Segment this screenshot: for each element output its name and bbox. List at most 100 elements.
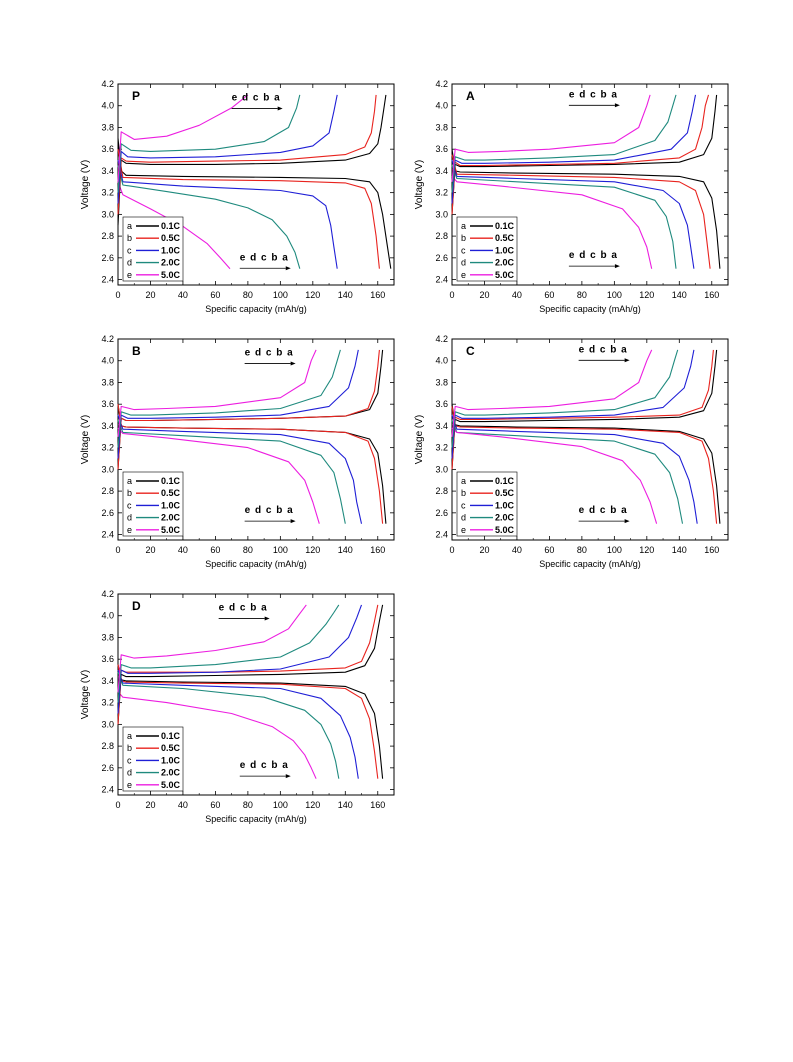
legend-rate: 5.0C — [161, 780, 181, 790]
charge-curve-d — [117, 604, 340, 703]
charge-curve-b — [117, 604, 379, 725]
legend-box — [456, 216, 518, 282]
charge-curve-e — [117, 349, 317, 437]
y-tick-label: 2.6 — [101, 253, 114, 263]
x-tick-label: 80 — [243, 545, 253, 555]
y-tick-label: 2.8 — [435, 231, 448, 241]
legend-rate: 5.0C — [495, 270, 515, 280]
x-tick-label: 100 — [273, 800, 288, 810]
legend-rate: 0.1C — [495, 476, 515, 486]
x-axis-label: Specific capacity (mAh/g) — [539, 559, 641, 569]
legend-letter: c — [461, 500, 466, 510]
charge-curve-d — [451, 94, 677, 193]
x-tick-label: 80 — [577, 290, 587, 300]
y-tick-label: 3.0 — [435, 209, 448, 219]
legend-letter: a — [461, 476, 466, 486]
x-tick-label: 60 — [544, 545, 554, 555]
x-tick-label: 140 — [338, 800, 353, 810]
discharge-curve-d — [451, 165, 677, 269]
x-tick-label: 40 — [178, 290, 188, 300]
legend-letter: e — [461, 525, 466, 535]
legend-letter: a — [127, 731, 132, 741]
y-tick-label: 2.6 — [435, 253, 448, 263]
y-tick-label: 2.8 — [435, 486, 448, 496]
legend-letter: b — [461, 233, 466, 243]
discharge-curve-c — [451, 414, 698, 524]
y-tick-label: 3.2 — [101, 698, 114, 708]
legend-rate: 1.0C — [161, 245, 181, 255]
legend-rate: 0.1C — [161, 476, 181, 486]
x-tick-label: 160 — [370, 800, 385, 810]
arrow-head — [290, 361, 296, 366]
legend-rate: 5.0C — [495, 525, 515, 535]
y-tick-label: 3.2 — [101, 443, 114, 453]
y-tick-label: 3.0 — [101, 464, 114, 474]
panel-P: 0 20 40 60 80 100 120 140 160 2.4 2.6 2.8 3.0 3.2 3.4 3… — [80, 79, 395, 314]
y-axis-label: Voltage (V) — [414, 160, 425, 209]
charge-curve-a — [117, 604, 384, 725]
x-tick-label: 160 — [370, 290, 385, 300]
legend-letter: d — [127, 258, 132, 268]
x-tick-label: 140 — [672, 545, 687, 555]
discharge-curve-a — [117, 138, 392, 269]
legend-letter: e — [127, 780, 132, 790]
y-tick-label: 3.6 — [101, 144, 114, 154]
legend-rate: 0.1C — [161, 731, 181, 741]
arrow-label: e d c b a — [240, 760, 289, 771]
charge-curve-b — [451, 94, 710, 215]
panel-C: 0 20 40 60 80 100 120 140 160 2.4 2.6 2.8 3.0 3.2 3.4 3… — [414, 334, 729, 569]
y-axis-label: Voltage (V) — [414, 415, 425, 464]
x-axis-label: Specific capacity (mAh/g) — [539, 304, 641, 314]
legend-box — [122, 471, 184, 537]
x-tick-label: 100 — [273, 290, 288, 300]
x-tick-label: 100 — [607, 545, 622, 555]
panel-label: C — [466, 344, 475, 358]
legend-rate: 0.5C — [161, 743, 181, 753]
charge-curve-e — [451, 349, 653, 437]
arrow-label: e d c b a — [245, 505, 294, 516]
x-tick-label: 0 — [449, 545, 454, 555]
y-tick-label: 3.2 — [435, 443, 448, 453]
x-tick-label: 20 — [145, 545, 155, 555]
x-axis-label: Specific capacity (mAh/g) — [205, 304, 307, 314]
discharge-curve-b — [117, 664, 379, 779]
charge-curve-c — [451, 94, 697, 204]
legend-rate: 2.0C — [161, 258, 181, 268]
y-tick-label: 2.6 — [101, 763, 114, 773]
plot-frame — [451, 83, 729, 286]
legend-letter: a — [461, 221, 466, 231]
x-tick-label: 40 — [512, 290, 522, 300]
arrow-label: e d c b a — [232, 93, 281, 104]
y-tick-label: 3.2 — [101, 188, 114, 198]
arrow-head — [290, 519, 296, 524]
y-tick-label: 3.8 — [435, 377, 448, 387]
discharge-curve-a — [451, 404, 721, 524]
legend-rate: 2.0C — [495, 258, 515, 268]
discharge-curve-b — [451, 154, 711, 269]
y-tick-label: 2.4 — [435, 275, 448, 285]
charge-curve-e — [117, 604, 307, 692]
y-tick-label: 2.6 — [435, 508, 448, 518]
legend-letter: d — [127, 768, 132, 778]
y-tick-label: 3.8 — [101, 122, 114, 132]
discharge-curve-a — [451, 149, 721, 269]
legend-letter: e — [127, 525, 132, 535]
x-tick-label: 20 — [479, 290, 489, 300]
discharge-curve-b — [451, 406, 718, 524]
y-tick-label: 4.0 — [435, 101, 448, 111]
x-tick-label: 60 — [210, 545, 220, 555]
y-tick-label: 2.4 — [435, 530, 448, 540]
arrow-head — [285, 266, 291, 271]
y-tick-label: 2.6 — [101, 508, 114, 518]
x-tick-label: 60 — [544, 290, 554, 300]
y-tick-label: 3.6 — [435, 399, 448, 409]
x-tick-label: 0 — [115, 800, 120, 810]
panel-B: 0 20 40 60 80 100 120 140 160 2.4 2.6 2.8 3.0 3.2 3.4 3… — [80, 334, 395, 569]
discharge-curve-d — [117, 672, 340, 779]
y-axis-label: Voltage (V) — [80, 160, 91, 209]
x-tick-label: 80 — [243, 800, 253, 810]
y-tick-label: 3.4 — [101, 676, 114, 686]
charge-curve-a — [451, 349, 718, 470]
x-tick-label: 60 — [210, 800, 220, 810]
